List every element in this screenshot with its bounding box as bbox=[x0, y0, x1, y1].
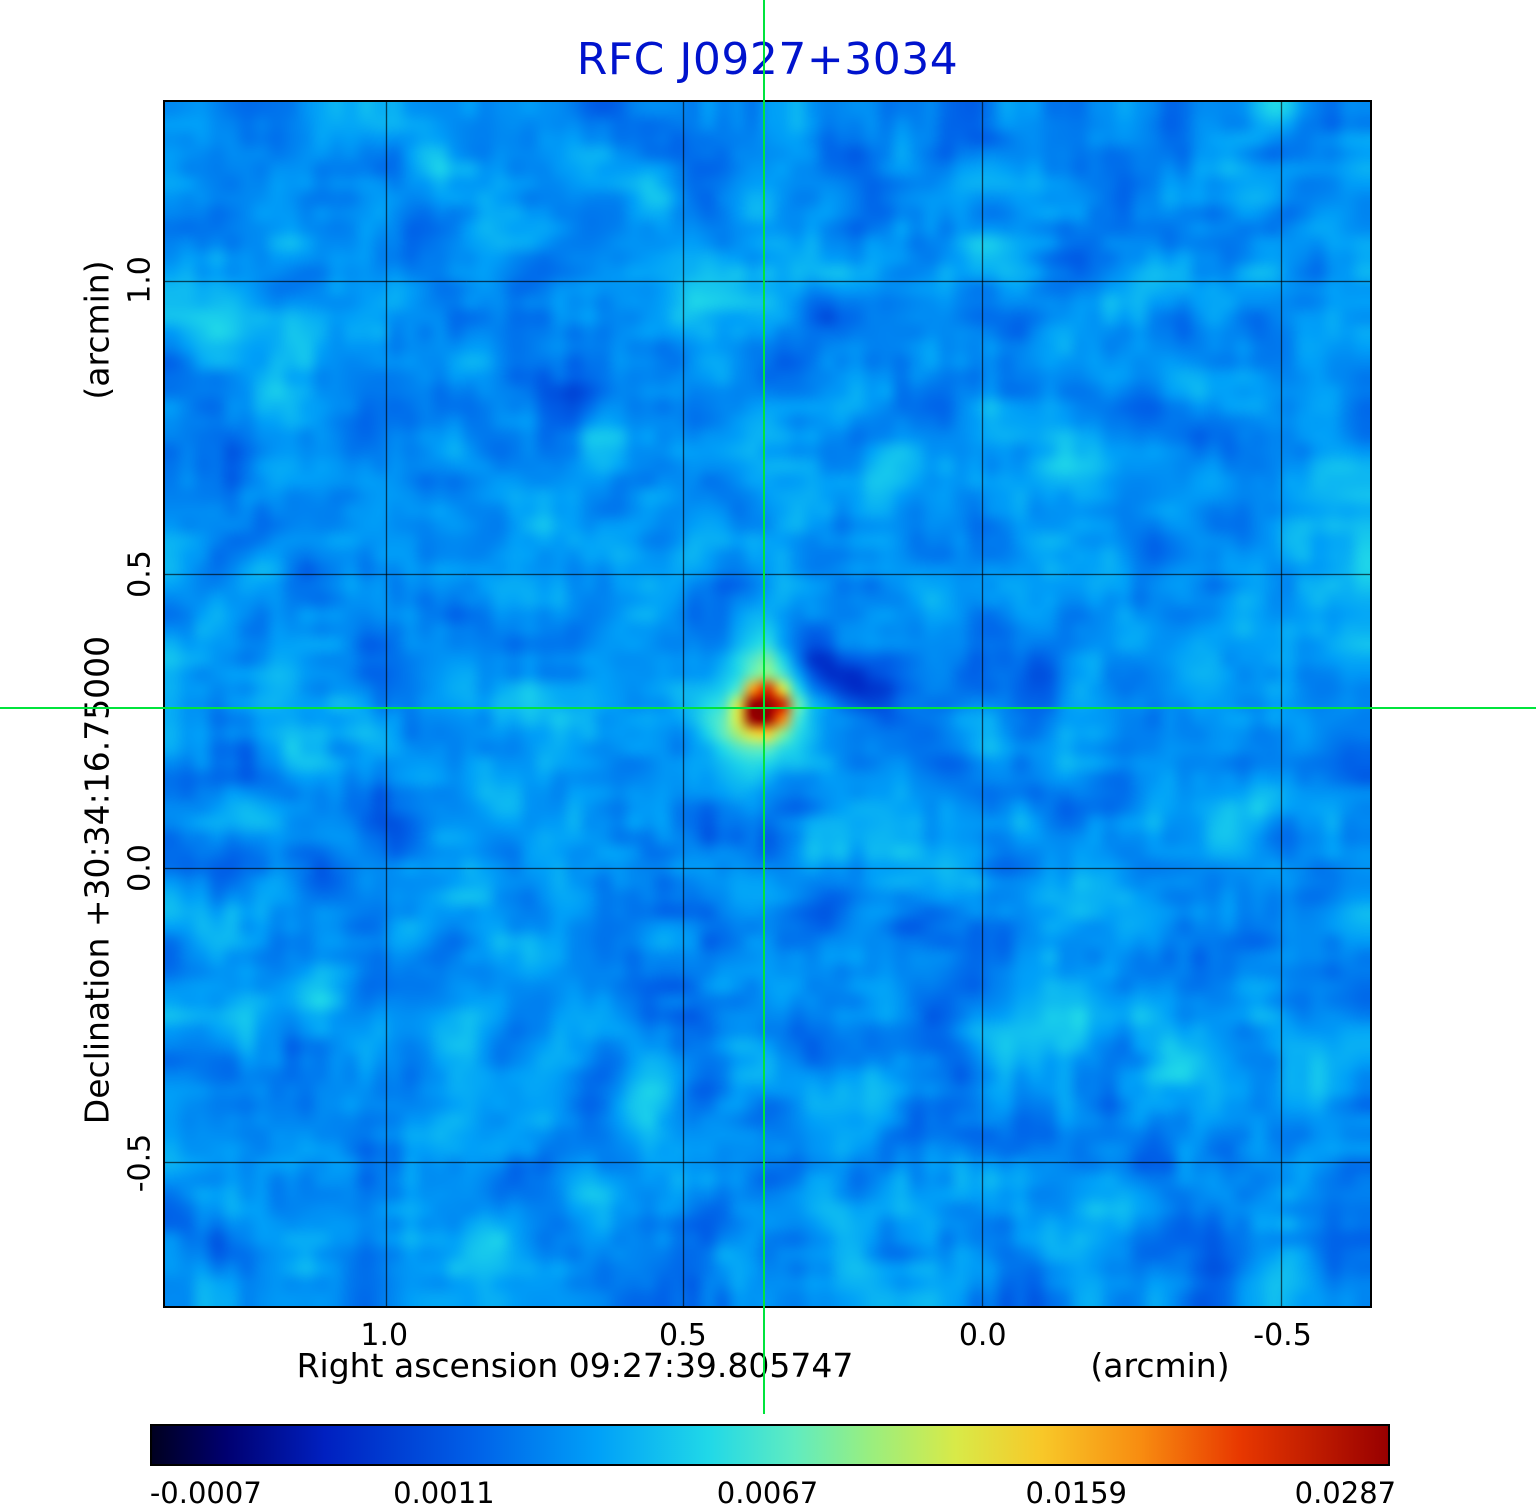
colorbar-tick-label: 0.0011 bbox=[393, 1476, 495, 1510]
x-tick-label: 0.5 bbox=[659, 1318, 707, 1353]
plot-area bbox=[163, 100, 1372, 1308]
x-tick-label: 1.0 bbox=[360, 1318, 409, 1353]
x-axis-label: Right ascension 09:27:39.805747 bbox=[296, 1346, 854, 1385]
x-axis-unit: (arcmin) bbox=[1090, 1346, 1230, 1385]
colorbar-gradient bbox=[152, 1426, 1388, 1464]
colorbar-tick-label: 0.0159 bbox=[1025, 1476, 1128, 1510]
y-tick-label: 1.0 bbox=[122, 256, 158, 304]
colorbar-tick-label: 0.0067 bbox=[716, 1476, 819, 1510]
figure-title: RFC J0927+3034 bbox=[576, 34, 959, 85]
y-axis-unit: (arcmin) bbox=[77, 260, 117, 400]
colorbar-tick-label: -0.0007 bbox=[149, 1476, 262, 1510]
crosshair-horizontal-line bbox=[0, 706, 1536, 709]
x-tick-label: 0.0 bbox=[958, 1318, 1007, 1353]
y-tick-label: 0.0 bbox=[122, 844, 158, 893]
colorbar-tick-label: 0.0287 bbox=[1294, 1476, 1397, 1510]
x-tick-label: -0.5 bbox=[1253, 1318, 1312, 1353]
y-axis-label: Declination +30:34:16.75000 bbox=[77, 635, 117, 1125]
y-tick-label: 0.5 bbox=[122, 549, 158, 598]
colorbar bbox=[150, 1424, 1390, 1466]
y-tick-label: -0.5 bbox=[122, 1133, 158, 1193]
heatmap-canvas bbox=[165, 102, 1370, 1306]
